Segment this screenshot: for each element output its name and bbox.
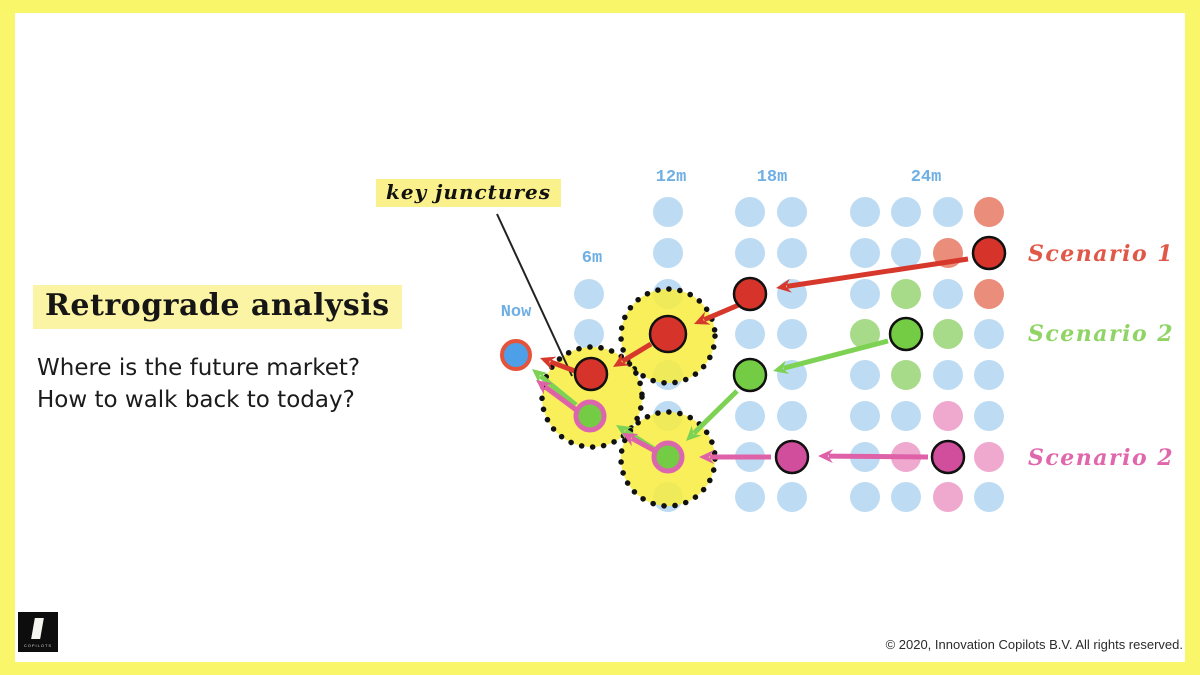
key-juncture-dot-green-6m — [573, 399, 607, 433]
grid-dot — [574, 279, 604, 309]
green-path-dot-18m — [732, 357, 768, 393]
grid-dot — [974, 279, 1004, 309]
scenario-2-green-endpoint-dot — [888, 316, 924, 352]
grid-dot — [653, 197, 683, 227]
callout-pointer-line — [496, 213, 573, 377]
timeline-label-18m: 18m — [757, 168, 788, 187]
green-arrow — [783, 338, 889, 371]
scenario-1-endpoint-dot — [971, 235, 1007, 271]
grid-dot — [891, 279, 921, 309]
red-arrowhead-icon — [776, 278, 792, 293]
key-juncture-dot-red-6m — [573, 356, 609, 392]
subtitle-text: Where is the future market? How to walk … — [37, 352, 457, 416]
grid-dot — [933, 319, 963, 349]
pink-arrow — [828, 453, 929, 460]
grid-dot — [891, 238, 921, 268]
pink-arrow — [543, 384, 581, 415]
grid-dot — [735, 401, 765, 431]
logo-i-bar-icon — [31, 618, 44, 639]
now-dot — [500, 339, 532, 371]
green-arrowhead-icon — [773, 360, 790, 374]
red-arrowhead-icon — [613, 353, 630, 367]
grid-dot — [653, 238, 683, 268]
grid-dot — [933, 197, 963, 227]
grid-dot — [777, 319, 807, 349]
grid-dot — [850, 238, 880, 268]
key-juncture-dot-red-12m — [648, 314, 688, 354]
logo-wordmark: COPILOTS — [23, 643, 53, 648]
key-juncture-circle — [539, 344, 645, 450]
subtitle-line-2: How to walk back to today? — [37, 387, 355, 413]
timeline-label-24m: 24m — [911, 168, 942, 187]
pink-arrowhead-icon — [536, 380, 553, 395]
grid-dot — [850, 319, 880, 349]
red-arrow — [549, 359, 576, 374]
pink-arrowhead-icon — [818, 449, 834, 464]
pink-arrowhead-icon — [699, 450, 714, 464]
grid-dot — [933, 360, 963, 390]
grid-dot — [850, 197, 880, 227]
page-title: Retrograde analysis — [33, 285, 402, 329]
green-arrowhead-icon — [616, 425, 633, 439]
grid-dot — [974, 360, 1004, 390]
grid-dot — [850, 360, 880, 390]
green-arrowhead-icon — [532, 369, 549, 384]
grid-dot — [777, 197, 807, 227]
scenario-label-2: Scenario 2 — [1028, 321, 1174, 347]
grid-dot — [777, 238, 807, 268]
red-arrow — [786, 256, 969, 289]
timeline-label-12m: 12m — [656, 168, 687, 187]
pink-arrowhead-icon — [622, 433, 639, 447]
grid-dot — [735, 197, 765, 227]
grid-dot — [777, 401, 807, 431]
grid-dot — [777, 482, 807, 512]
grid-dot — [850, 401, 880, 431]
grid-dot — [933, 401, 963, 431]
grid-dot — [974, 197, 1004, 227]
grid-dot — [850, 279, 880, 309]
grid-dot — [891, 197, 921, 227]
scenario-label-1: Scenario 1 — [1028, 241, 1174, 267]
green-arrowhead-icon — [686, 425, 702, 441]
copyright-text: © 2020, Innovation Copilots B.V. All rig… — [885, 637, 1183, 652]
timeline-label-now: Now — [501, 303, 532, 322]
red-arrow — [703, 301, 742, 322]
grid-dot — [933, 482, 963, 512]
grid-dot — [891, 360, 921, 390]
red-arrowhead-icon — [694, 311, 711, 325]
key-juncture-dot-green-12m — [651, 440, 685, 474]
grid-dot — [933, 279, 963, 309]
grid-dot — [850, 482, 880, 512]
grid-dot — [735, 319, 765, 349]
red-arrow — [621, 341, 653, 364]
green-arrow — [692, 389, 739, 436]
innovation-copilots-logo: COPILOTS — [18, 612, 58, 652]
grid-dot — [974, 401, 1004, 431]
key-junctures-callout: key junctures — [376, 179, 561, 207]
subtitle-line-1: Where is the future market? — [37, 355, 361, 381]
grid-dot — [574, 319, 604, 349]
pink-path-dot-18m — [774, 439, 810, 475]
grid-dot — [891, 401, 921, 431]
green-arrow — [538, 374, 578, 407]
grid-dot — [891, 482, 921, 512]
grid-dot — [974, 442, 1004, 472]
grid-dot — [974, 319, 1004, 349]
grid-dot — [974, 482, 1004, 512]
red-arrowhead-icon — [540, 356, 557, 370]
grid-dot — [735, 482, 765, 512]
red-path-dot-18m — [732, 276, 768, 312]
timeline-label-6m: 6m — [582, 249, 602, 268]
scenario-label-3: Scenario 2 — [1028, 445, 1174, 471]
grid-dot — [735, 238, 765, 268]
scenario-2-pink-endpoint-dot — [930, 439, 966, 475]
